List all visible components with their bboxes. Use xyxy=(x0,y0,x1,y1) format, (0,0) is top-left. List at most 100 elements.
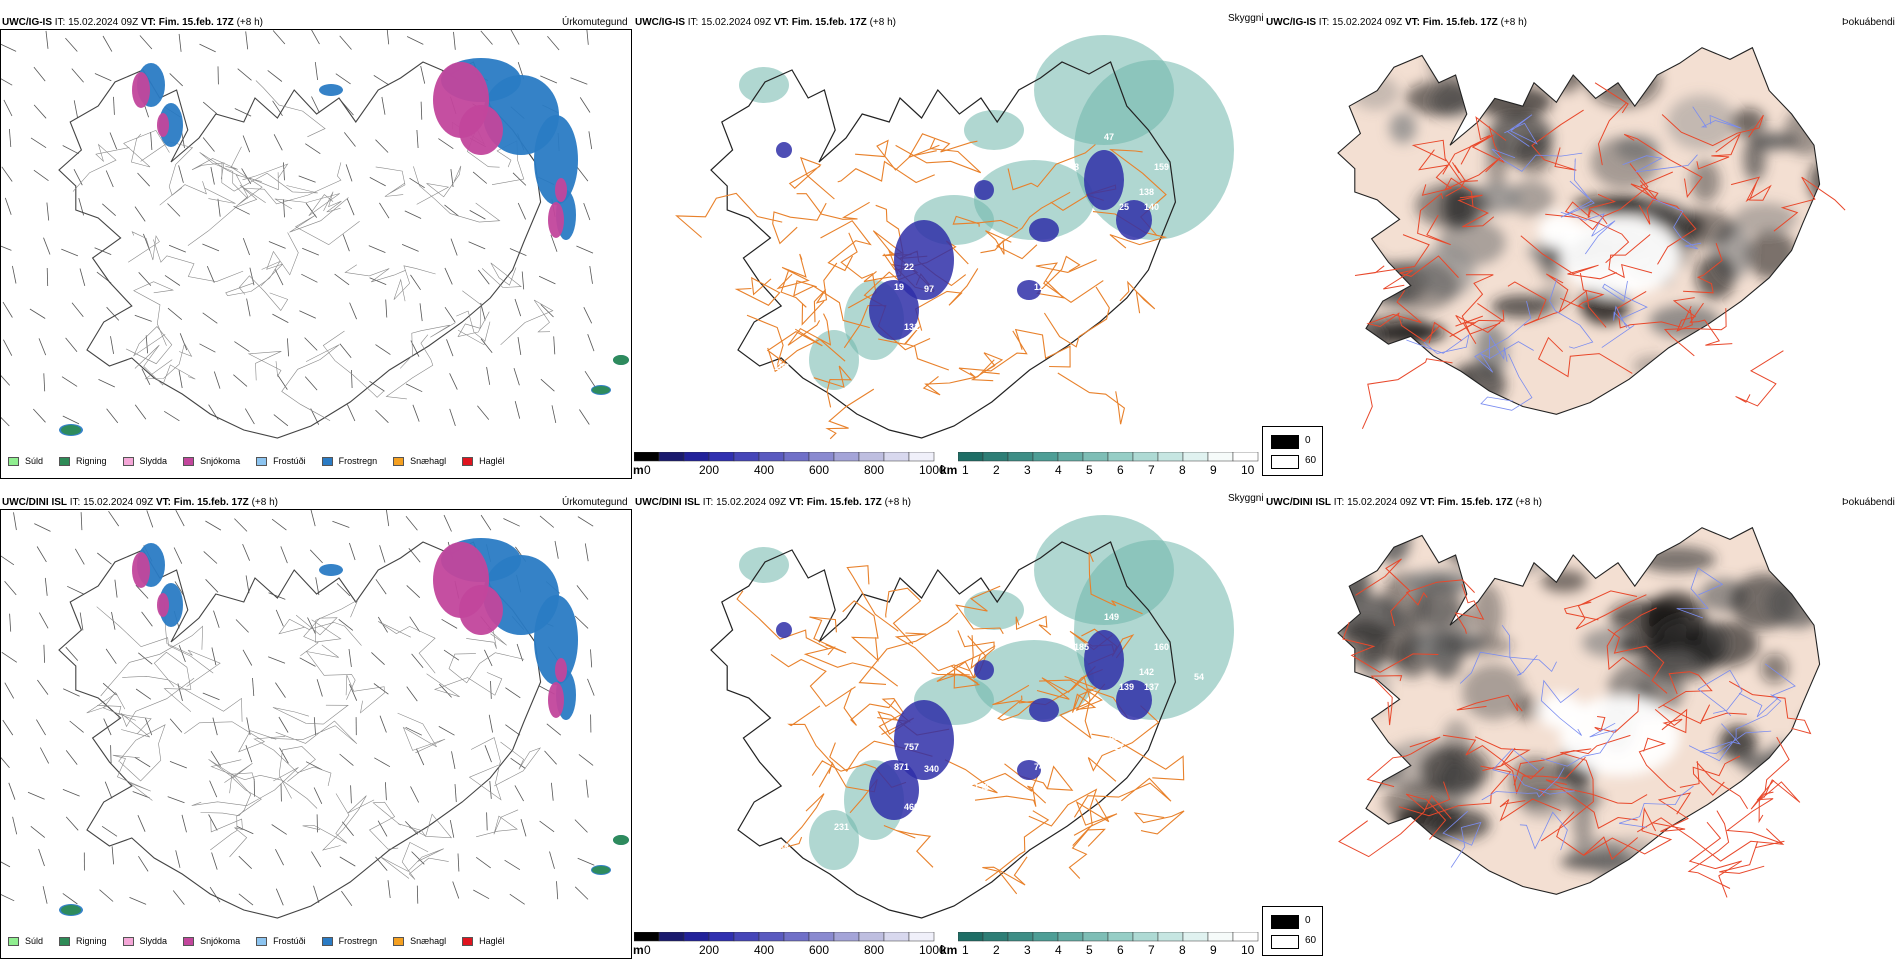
forecast-row: UWC/IG-IS IT: 15.02.2024 09Z VT: Fim. 15… xyxy=(0,16,1900,486)
elevation-tick: 0 xyxy=(644,463,651,477)
precip-legend-item: Slydda xyxy=(123,456,168,466)
legend-swatch xyxy=(322,457,333,466)
visibility-value-label: 19 xyxy=(894,282,904,292)
legend-label: Haglél xyxy=(479,936,505,946)
legend-label: Snæhagl xyxy=(410,456,446,466)
visibility-tick: 2 xyxy=(993,463,1000,477)
legend-swatch xyxy=(393,937,404,946)
visibility-value-label: 238 xyxy=(774,842,789,852)
visibility-tick: 8 xyxy=(1179,943,1186,957)
legend-swatch xyxy=(393,457,404,466)
legend-label: Rigning xyxy=(76,456,107,466)
visibility-value-label: 25 xyxy=(1119,202,1129,212)
precip-legend-item: Slydda xyxy=(123,936,168,946)
visibility-value-label: 156 xyxy=(764,582,779,592)
legend-label: Snjókoma xyxy=(200,456,240,466)
legend-label: Súld xyxy=(25,456,43,466)
elevation-tick: 800 xyxy=(864,943,884,957)
visibility-value-label: 22 xyxy=(904,262,914,272)
visibility-tick: 8 xyxy=(1179,463,1186,477)
visibility-unit: km xyxy=(940,943,957,957)
fog-legend-black xyxy=(1271,915,1299,929)
legend-swatch xyxy=(462,937,473,946)
legend-label: Slydda xyxy=(140,456,168,466)
precip-legend-item: Súld xyxy=(8,456,43,466)
elevation-colorbar xyxy=(634,932,939,942)
visibility-tick: 7 xyxy=(1148,943,1155,957)
legend-label: Rigning xyxy=(76,936,107,946)
cloud-title: Skyggni xyxy=(1228,493,1264,504)
legend-swatch xyxy=(8,937,19,946)
visibility-value-label: 138 xyxy=(1139,187,1154,197)
precip-map xyxy=(1,510,631,930)
visibility-value-label: 160 xyxy=(1154,642,1169,652)
elevation-tick: 400 xyxy=(754,463,774,477)
visibility-tick: 10 xyxy=(1241,463,1254,477)
visibility-value-label: 741 xyxy=(1034,762,1049,772)
visibility-value-label: 12 xyxy=(1034,282,1044,292)
legend-label: Snæhagl xyxy=(410,936,446,946)
visibility-colorbar xyxy=(958,452,1263,462)
elevation-tick: 200 xyxy=(699,463,719,477)
visibility-tick: 5 xyxy=(1086,463,1093,477)
visibility-value-label: 185 xyxy=(1074,642,1089,652)
fog-title: Þokuábendi xyxy=(1842,497,1895,508)
legend-swatch xyxy=(59,937,70,946)
fog-index-map xyxy=(1290,36,1890,436)
fog-legend-black xyxy=(1271,435,1299,449)
legend-swatch xyxy=(183,937,194,946)
precip-legend-item: Rigning xyxy=(59,456,107,466)
visibility-tick: 3 xyxy=(1024,943,1031,957)
elevation-tick: 400 xyxy=(754,943,774,957)
legend-swatch xyxy=(462,457,473,466)
cloud-title: Skyggni xyxy=(1228,13,1264,24)
cloud-header: UWC/IG-IS IT: 15.02.2024 09Z VT: Fim. 15… xyxy=(635,17,896,28)
precip-header: UWC/IG-IS IT: 15.02.2024 09Z VT: Fim. 15… xyxy=(2,17,263,28)
precip-legend-item: Snæhagl xyxy=(393,936,446,946)
precip-legend-item: Snjókoma xyxy=(183,456,240,466)
visibility-tick: 4 xyxy=(1055,943,1062,957)
legend-label: Slydda xyxy=(140,936,168,946)
visibility-value-label: 100 xyxy=(1094,242,1109,252)
visibility-value-label: 139 xyxy=(1119,682,1134,692)
elevation-unit: m xyxy=(633,943,644,957)
legend-swatch xyxy=(256,457,267,466)
precip-legend-item: Snjókoma xyxy=(183,936,240,946)
visibility-value-label: 8 xyxy=(1074,162,1079,172)
visibility-value-label: 166 xyxy=(764,102,779,112)
legend-label: Snjókoma xyxy=(200,936,240,946)
visibility-value-label: 231 xyxy=(834,822,849,832)
visibility-value-label: 93 xyxy=(1109,252,1119,262)
precip-legend-item: Frostúði xyxy=(256,936,306,946)
visibility-value-label: 149 xyxy=(1104,612,1119,622)
visibility-tick: 5 xyxy=(1086,943,1093,957)
fog-legend-min: 0 xyxy=(1305,915,1311,926)
precip-legend-item: Snæhagl xyxy=(393,456,446,466)
elevation-tick: 800 xyxy=(864,463,884,477)
visibility-value-label: 94 xyxy=(1094,722,1104,732)
visibility-tick: 4 xyxy=(1055,463,1062,477)
precip-legend-item: Haglél xyxy=(462,456,505,466)
fog-title: Þokuábendi xyxy=(1842,17,1895,28)
fog-legend-white xyxy=(1271,455,1299,469)
visibility-value-label: 54 xyxy=(974,302,984,312)
legend-swatch xyxy=(8,457,19,466)
fog-legend-max: 60 xyxy=(1305,455,1316,466)
elevation-colorbar xyxy=(634,452,939,462)
visibility-tick: 9 xyxy=(1210,943,1217,957)
precip-legend-item: Frostúði xyxy=(256,456,306,466)
fog-header: UWC/DINI ISL IT: 15.02.2024 09Z VT: Fim.… xyxy=(1266,497,1542,508)
visibility-value-label: 97 xyxy=(924,284,934,294)
visibility-value-label: 17 xyxy=(1114,742,1124,752)
visibility-tick: 3 xyxy=(1024,463,1031,477)
visibility-value-label: 159 xyxy=(1154,162,1169,172)
visibility-value-label: 757 xyxy=(904,742,919,752)
legend-label: Frostúði xyxy=(273,456,306,466)
precip-title: Úrkomutegund xyxy=(562,17,628,28)
fog-legend: 0 60 xyxy=(1262,426,1323,476)
legend-label: Frostregn xyxy=(339,936,378,946)
elevation-tick: 600 xyxy=(809,463,829,477)
